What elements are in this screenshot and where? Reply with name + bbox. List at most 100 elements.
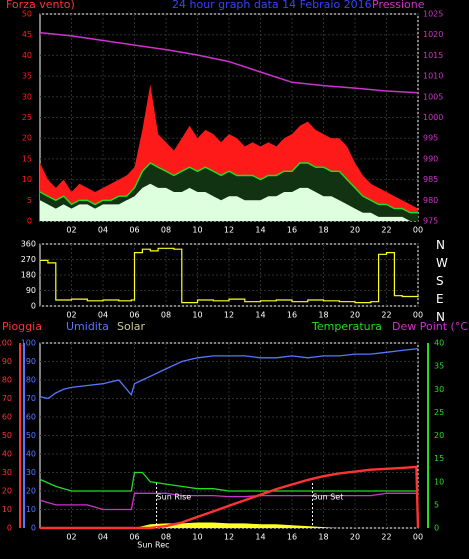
rain-y-tick: 30 xyxy=(2,468,12,477)
climate-x-tick: 16 xyxy=(287,533,297,542)
pressure-line xyxy=(39,31,419,94)
wind-y-tick: 0 xyxy=(27,217,32,226)
rain-y-tick: 100 xyxy=(0,339,12,348)
pressure-y-tick: 975 xyxy=(423,217,438,226)
wind-x-tick: 22 xyxy=(381,226,391,235)
wind-x-tick: 08 xyxy=(161,226,171,235)
climate-x-tick: 08 xyxy=(161,533,171,542)
direction-y-tick: 270 xyxy=(21,255,36,264)
wind-base-area xyxy=(40,183,418,221)
temperature-y-tick: 0 xyxy=(434,524,439,533)
humidity-y-tick: 40 xyxy=(26,450,36,459)
humidity-y-tick: 20 xyxy=(26,487,36,496)
humidity-axis-title: Umidita xyxy=(66,320,109,333)
compass-w: W xyxy=(436,256,448,270)
pressure-y-tick: 1010 xyxy=(423,72,443,81)
direction-x-tick: 18 xyxy=(318,311,328,320)
humidity-y-tick: 100 xyxy=(21,339,36,348)
direction-x-tick: 20 xyxy=(350,311,360,320)
rain-y-tick: 60 xyxy=(2,413,12,422)
temperature-y-tick: 5 xyxy=(434,500,439,509)
climate-x-tick: 02 xyxy=(66,533,76,542)
wind-x-tick: 20 xyxy=(350,226,360,235)
pressure-y-tick: 1025 xyxy=(423,10,443,19)
humidity-y-tick: 50 xyxy=(26,431,36,440)
dew-point-line xyxy=(39,492,418,511)
direction-x-tick: 02 xyxy=(66,311,76,320)
rain-y-tick: 0 xyxy=(7,524,12,533)
direction-x-tick: 08 xyxy=(161,311,171,320)
compass-s: S xyxy=(436,274,444,288)
wind-x-tick: 12 xyxy=(224,226,234,235)
wind-y-tick: 15 xyxy=(22,154,32,163)
pressure-axis-title: Pressione xyxy=(372,0,425,11)
compass-e: E xyxy=(436,292,444,306)
sun-annotation: Sun Set xyxy=(312,493,343,502)
pressure-y-tick: 980 xyxy=(423,196,438,205)
climate-x-tick: 04 xyxy=(98,533,108,542)
rain-axis-title: Pioggia xyxy=(2,320,42,333)
wind-x-tick: 18 xyxy=(318,226,328,235)
pressure-y-tick: 985 xyxy=(423,175,438,184)
compass-n-bottom: N xyxy=(436,310,445,324)
rain-y-tick: 70 xyxy=(2,394,12,403)
temperature-line xyxy=(39,471,418,492)
compass-n-top: N xyxy=(436,238,445,252)
direction-y-tick: 0 xyxy=(31,302,36,311)
rain-y-tick: 40 xyxy=(2,450,12,459)
climate-x-tick: 20 xyxy=(350,533,360,542)
wind-y-tick: 45 xyxy=(22,30,32,39)
humidity-y-tick: 80 xyxy=(26,376,36,385)
dew-point-axis-title: Dew Point (°C) xyxy=(392,320,469,333)
chart-title: 24 hour graph data 14 Febraio 2016 xyxy=(172,0,372,11)
solar-area xyxy=(40,522,418,528)
wind-y-tick: 5 xyxy=(27,196,32,205)
humidity-y-tick: 70 xyxy=(26,394,36,403)
rain-y-tick: 20 xyxy=(2,487,12,496)
wind-y-tick: 40 xyxy=(22,51,32,60)
temperature-y-tick: 25 xyxy=(434,408,444,417)
rain-y-tick: 50 xyxy=(2,431,12,440)
wind-y-tick: 25 xyxy=(22,113,32,122)
wind-x-tick: 10 xyxy=(192,226,202,235)
rain-y-tick: 10 xyxy=(2,505,12,514)
direction-x-tick: 00 xyxy=(413,311,423,320)
temperature-y-tick: 35 xyxy=(434,362,444,371)
wind-y-tick: 10 xyxy=(22,175,32,184)
wind-x-tick: 06 xyxy=(129,226,139,235)
pressure-y-tick: 1015 xyxy=(423,51,443,60)
direction-x-tick: 12 xyxy=(224,311,234,320)
wind-x-tick: 02 xyxy=(66,226,76,235)
wind-avg-line xyxy=(39,162,418,214)
wind-y-tick: 35 xyxy=(22,72,32,81)
direction-x-tick: 16 xyxy=(287,311,297,320)
direction-y-tick: 360 xyxy=(21,240,36,249)
pressure-y-tick: 1000 xyxy=(423,113,443,122)
temperature-y-tick: 20 xyxy=(434,431,444,440)
climate-x-tick: 22 xyxy=(381,533,391,542)
direction-x-tick: 04 xyxy=(98,311,108,320)
climate-x-tick: 10 xyxy=(192,533,202,542)
sun-rec-annotation: Sun Rec xyxy=(137,541,169,550)
humidity-y-tick: 10 xyxy=(26,505,36,514)
humidity-y-tick: 30 xyxy=(26,468,36,477)
temperature-y-tick: 10 xyxy=(434,477,444,486)
solar-axis-title: Solar xyxy=(117,320,146,333)
wind-y-tick: 30 xyxy=(22,92,32,101)
pressure-y-tick: 995 xyxy=(423,134,438,143)
direction-x-tick: 22 xyxy=(381,311,391,320)
rain-line xyxy=(40,465,420,530)
sun-annotation: Sun Rise xyxy=(157,493,192,502)
direction-x-tick: 06 xyxy=(129,311,139,320)
humidity-y-tick: 60 xyxy=(26,413,36,422)
pressure-y-tick: 1005 xyxy=(423,92,443,101)
pressure-y-tick: 1020 xyxy=(423,30,443,39)
humidity-y-tick: 90 xyxy=(26,357,36,366)
rain-y-tick: 80 xyxy=(2,376,12,385)
wind-x-tick: 14 xyxy=(255,226,265,235)
wind-y-tick: 50 xyxy=(22,10,32,19)
climate-x-tick: 12 xyxy=(224,533,234,542)
wind-axis-title: Forza vento) xyxy=(6,0,75,11)
